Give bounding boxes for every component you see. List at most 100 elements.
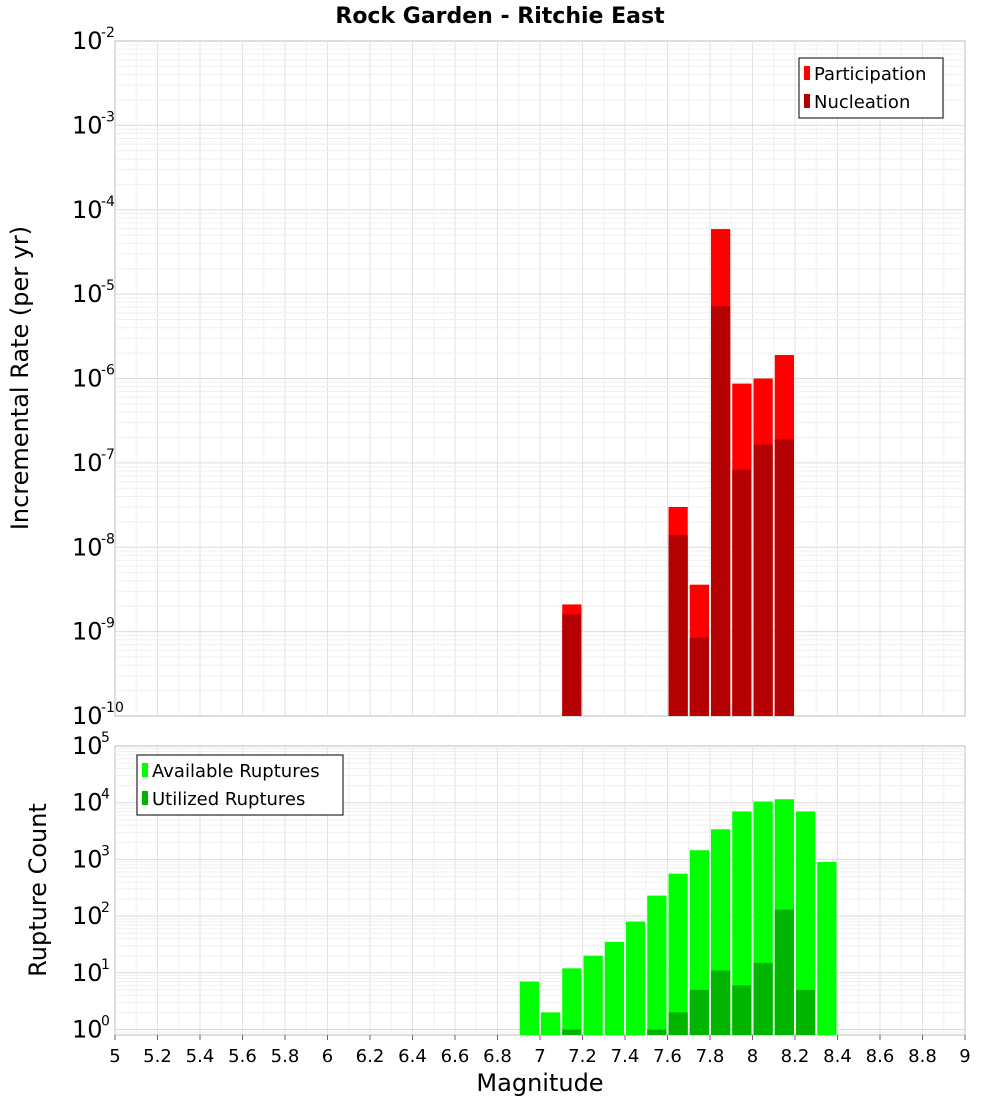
legend-label: Utilized Ruptures <box>152 789 305 810</box>
y-tick-exponent: -7 <box>101 447 115 463</box>
y-tick-exponent: -8 <box>101 531 115 547</box>
y-tick-label: 10 <box>72 732 103 760</box>
top-gridlines <box>115 41 965 716</box>
bar-primary <box>604 941 624 1035</box>
x-tick-label: 5.6 <box>228 1046 257 1067</box>
x-tick-label: 8.2 <box>781 1046 810 1067</box>
y-tick-exponent: -10 <box>101 700 124 716</box>
y-tick-exponent: 0 <box>101 1014 110 1030</box>
x-tick-label: 6.8 <box>483 1046 512 1067</box>
bar-primary <box>668 873 688 1035</box>
bar-primary <box>519 981 539 1035</box>
bar-overlay <box>562 1029 582 1035</box>
x-tick-label: 7.6 <box>653 1046 682 1067</box>
y-tick-label: 10 <box>72 845 103 873</box>
legend-box <box>136 754 344 816</box>
y-tick-label: 10 <box>72 27 103 55</box>
bar-primary <box>647 895 667 1035</box>
bar-primary <box>732 811 752 1035</box>
bar-overlay <box>732 985 752 1035</box>
bar-overlay <box>689 637 709 716</box>
x-tick-label: 7.4 <box>611 1046 640 1067</box>
bar-overlay <box>647 1029 667 1035</box>
bar-primary <box>562 968 582 1035</box>
bar-primary <box>541 1012 561 1035</box>
x-tick-label: 8.8 <box>908 1046 937 1067</box>
bar-primary <box>689 850 709 1035</box>
y-tick-label: 10 <box>72 365 103 393</box>
bar-overlay <box>711 970 731 1035</box>
x-tick-label: 8 <box>747 1046 758 1067</box>
y-tick-exponent: -5 <box>101 278 115 294</box>
x-tick-label: 5 <box>109 1046 120 1067</box>
y-tick-label: 10 <box>72 111 103 139</box>
y-tick-label: 10 <box>72 1016 103 1044</box>
legend-swatch <box>142 763 148 777</box>
top-legend: Participation Nucleation <box>798 57 944 119</box>
x-tick-label: 5.2 <box>143 1046 172 1067</box>
x-tick-labels: 5 5.2 5.4 5.6 5.8 6 6.2 6.4 6.6 6.8 7 7.2 7.4 7.6 7.8 8… <box>109 1035 971 1067</box>
x-tick-label: 9 <box>959 1046 970 1067</box>
y-tick-label: 10 <box>72 196 103 224</box>
x-tick-label: 7.2 <box>568 1046 597 1067</box>
x-tick-label: 7.8 <box>696 1046 725 1067</box>
y-tick-label: 10 <box>72 959 103 987</box>
bar-primary <box>626 921 646 1035</box>
y-tick-label: 10 <box>72 702 103 730</box>
y-tick-exponent: -4 <box>101 194 115 210</box>
bar-overlay <box>753 962 773 1035</box>
y-tick-label: 10 <box>72 618 103 646</box>
bar-overlay <box>689 989 709 1035</box>
legend-swatch <box>804 66 810 80</box>
y-tick-label: 10 <box>72 280 103 308</box>
y-tick-exponent: 5 <box>101 730 110 746</box>
y-tick-label: 10 <box>72 902 103 930</box>
bottom-bars <box>519 799 837 1035</box>
bar-overlay <box>753 444 773 716</box>
x-axis-label: Magnitude <box>476 1069 603 1097</box>
y-tick-exponent: 2 <box>101 900 110 916</box>
x-tick-label: 7 <box>534 1046 545 1067</box>
bar-overlay <box>668 1012 688 1035</box>
legend-box <box>798 57 944 119</box>
y-tick-exponent: -3 <box>101 109 115 125</box>
y-tick-label: 10 <box>72 533 103 561</box>
y-tick-label: 10 <box>72 449 103 477</box>
bar-overlay <box>711 306 731 716</box>
bar-overlay <box>796 989 816 1035</box>
legend-label: Nucleation <box>814 92 910 113</box>
bar-overlay <box>668 534 688 716</box>
x-tick-label: 6 <box>322 1046 333 1067</box>
x-tick-label: 6.2 <box>356 1046 385 1067</box>
y-tick-exponent: 4 <box>101 787 110 803</box>
legend-swatch <box>142 791 148 805</box>
x-tick-label: 8.6 <box>866 1046 895 1067</box>
x-tick-label: 6.4 <box>398 1046 427 1067</box>
top-bars <box>562 229 794 717</box>
y-tick-exponent: -6 <box>101 363 115 379</box>
x-tick-label: 8.4 <box>823 1046 852 1067</box>
bottom-y-axis-label: Rupture Count <box>24 803 52 977</box>
chart-title: Rock Garden - Ritchie East <box>335 4 665 29</box>
bar-primary <box>583 955 603 1035</box>
bar-overlay <box>774 439 794 716</box>
bar-overlay <box>562 614 582 716</box>
y-tick-exponent: -9 <box>101 616 115 632</box>
bar-overlay <box>732 469 752 716</box>
x-tick-label: 5.4 <box>186 1046 215 1067</box>
x-tick-label: 6.6 <box>441 1046 470 1067</box>
x-tick-label: 5.8 <box>271 1046 300 1067</box>
legend-swatch <box>804 94 810 108</box>
bar-primary <box>796 811 816 1035</box>
y-tick-exponent: 1 <box>101 957 110 973</box>
bottom-legend: Available Ruptures Utilized Ruptures <box>136 754 344 816</box>
legend-label: Available Ruptures <box>152 761 320 782</box>
bar-overlay <box>774 909 794 1035</box>
y-tick-exponent: 3 <box>101 843 110 859</box>
legend-label: Participation <box>814 64 926 85</box>
